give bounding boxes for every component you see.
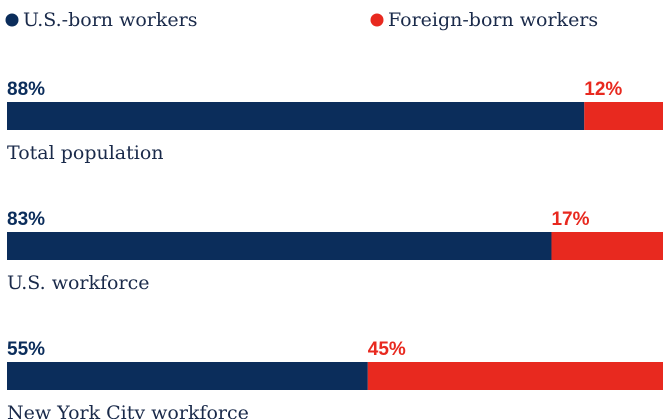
category-label: New York City workforce	[7, 402, 249, 419]
value-label: 55%	[7, 339, 45, 360]
legend-marker	[5, 13, 19, 27]
legend-label: U.S.-born workers	[23, 9, 197, 31]
bar-segment	[7, 362, 368, 390]
bar-segment	[7, 232, 552, 260]
value-label: 88%	[7, 79, 45, 100]
bar-segment	[7, 102, 585, 130]
bar-segment	[551, 232, 663, 260]
category-label: Total population	[7, 142, 164, 164]
category-label: U.S. workforce	[7, 272, 149, 294]
bar-segment	[584, 102, 663, 130]
value-label: 83%	[7, 209, 45, 230]
value-label: 17%	[551, 209, 589, 230]
legend-label: Foreign-born workers	[388, 9, 598, 31]
value-label: 12%	[584, 79, 622, 100]
legend-marker	[370, 13, 384, 27]
value-label: 45%	[368, 339, 406, 360]
bar-segment	[367, 362, 663, 390]
